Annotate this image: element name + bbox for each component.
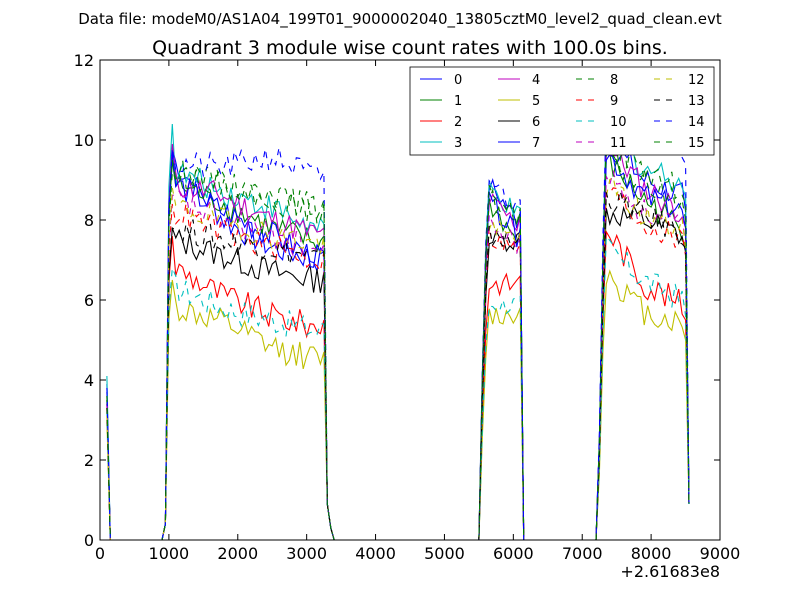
y-tick-label: 4 [84, 371, 94, 390]
legend-box [409, 66, 715, 156]
y-tick-label: 2 [84, 451, 94, 470]
axis-layer: 0 1000 2000 3000 4000 5000 6000 7000 8000 9000 0 2 4… [74, 51, 741, 563]
legend-label-3: 3 [454, 136, 462, 151]
legend-label-11: 11 [610, 136, 627, 151]
series-12-line [106, 176, 690, 540]
legend-label-5: 5 [532, 94, 540, 109]
x-tick-label: 4000 [355, 544, 396, 563]
legend-label-9: 9 [610, 94, 618, 109]
series-4-line [106, 143, 690, 540]
x-tick-label: 0 [95, 544, 105, 563]
legend-label-15: 15 [688, 136, 705, 151]
legend-label-14: 14 [688, 115, 705, 130]
x-tick-label: 2000 [217, 544, 258, 563]
series-10-line [106, 234, 690, 540]
legend-label-2: 2 [454, 115, 462, 130]
data-file-label: Data file: modeM0/AS1A04_199T01_90000020… [78, 10, 722, 29]
x-tick-label: 1000 [149, 544, 190, 563]
x-tick-label: 5000 [424, 544, 465, 563]
y-tick-label: 10 [74, 131, 94, 150]
legend-label-8: 8 [610, 73, 618, 88]
y-tick-label: 8 [84, 211, 94, 230]
series-11-line [106, 169, 690, 540]
y-tick-label: 0 [84, 531, 94, 550]
x-tick-label: 7000 [562, 544, 603, 563]
legend-label-6: 6 [532, 115, 540, 130]
series-2-line [106, 229, 690, 540]
series-14-line [106, 103, 690, 540]
x-tick-label: 6000 [493, 544, 534, 563]
legend-label-1: 1 [454, 94, 462, 109]
series-layer [106, 103, 690, 540]
y-tick-label: 6 [84, 291, 94, 310]
x-tick-label: 3000 [286, 544, 327, 563]
chart-title: Quadrant 3 module wise count rates with … [152, 37, 668, 59]
x-tick-label: 8000 [631, 544, 672, 563]
series-5-line [106, 269, 690, 540]
series-15-line [106, 132, 690, 540]
y-tick-label: 12 [74, 51, 94, 70]
legend-label-7: 7 [532, 136, 540, 151]
legend-label-0: 0 [454, 73, 462, 88]
legend-label-13: 13 [688, 94, 705, 109]
series-13-line [106, 190, 690, 540]
x-tick-label: 9000 [700, 544, 741, 563]
series-9-line [106, 187, 690, 540]
series-6-line [106, 204, 690, 540]
legend-label-10: 10 [610, 115, 627, 130]
legend-label-12: 12 [688, 73, 705, 88]
x-offset-label: +2.61683e8 [620, 562, 720, 581]
legend-label-4: 4 [532, 73, 540, 88]
series-8-line [106, 143, 690, 540]
series-7-line [106, 151, 690, 540]
